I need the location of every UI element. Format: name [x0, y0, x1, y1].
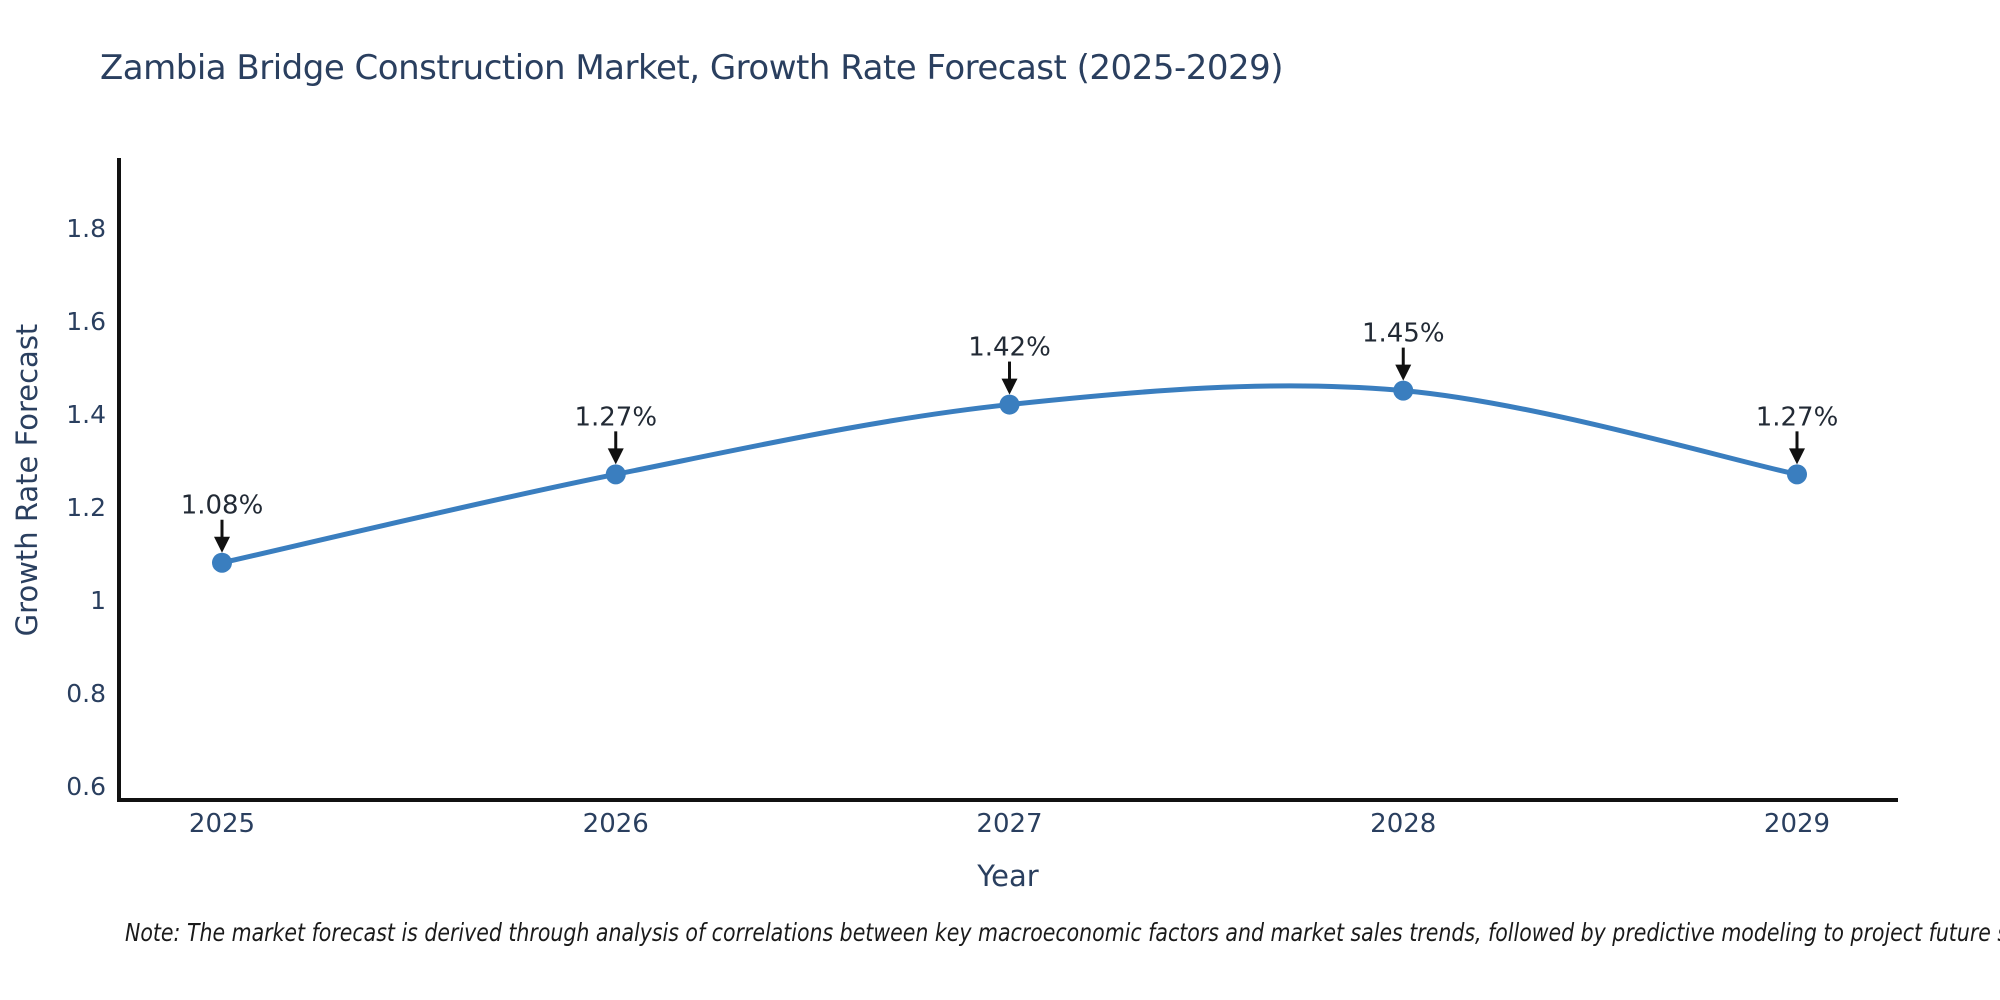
annotation-label: 1.45%: [1362, 319, 1445, 349]
x-axis-title: Year: [977, 859, 1039, 893]
annotation-arrowhead: [607, 448, 624, 465]
chart-title: Zambia Bridge Construction Market, Growt…: [100, 48, 1284, 88]
y-axis-title: Growth Rate Forecast: [10, 323, 44, 637]
data-point-marker: [999, 394, 1020, 415]
annotation-label: 1.42%: [968, 333, 1051, 363]
y-tick-label: 1: [90, 586, 106, 615]
x-tick-label: 2027: [976, 809, 1042, 839]
x-tick-label: 2029: [1764, 809, 1830, 839]
annotation-label: 1.27%: [1756, 402, 1839, 432]
annotation-arrowhead: [214, 536, 230, 553]
annotation-label: 1.27%: [574, 402, 657, 432]
data-point-marker: [1393, 380, 1414, 401]
y-tick-label: 1.6: [66, 307, 106, 336]
data-point-marker: [605, 464, 626, 485]
chart-footnote: Note: The market forecast is derived thr…: [125, 918, 2000, 947]
x-tick-label: 2028: [1370, 809, 1436, 839]
annotation-arrowhead: [1001, 378, 1018, 395]
annotation-label: 1.08%: [181, 491, 264, 521]
annotation-arrowhead: [1789, 448, 1805, 465]
y-tick-label: 0.6: [66, 772, 106, 801]
annotation-arrowhead: [1395, 364, 1412, 381]
data-point-marker: [212, 552, 232, 573]
y-tick-label: 1.4: [66, 400, 106, 429]
y-tick-label: 1.2: [66, 493, 106, 522]
x-tick-label: 2026: [583, 809, 649, 839]
y-tick-label: 1.8: [66, 214, 106, 243]
x-tick-label: 2025: [189, 809, 255, 839]
data-point-marker: [1787, 464, 1807, 485]
y-tick-label: 0.8: [66, 679, 106, 708]
